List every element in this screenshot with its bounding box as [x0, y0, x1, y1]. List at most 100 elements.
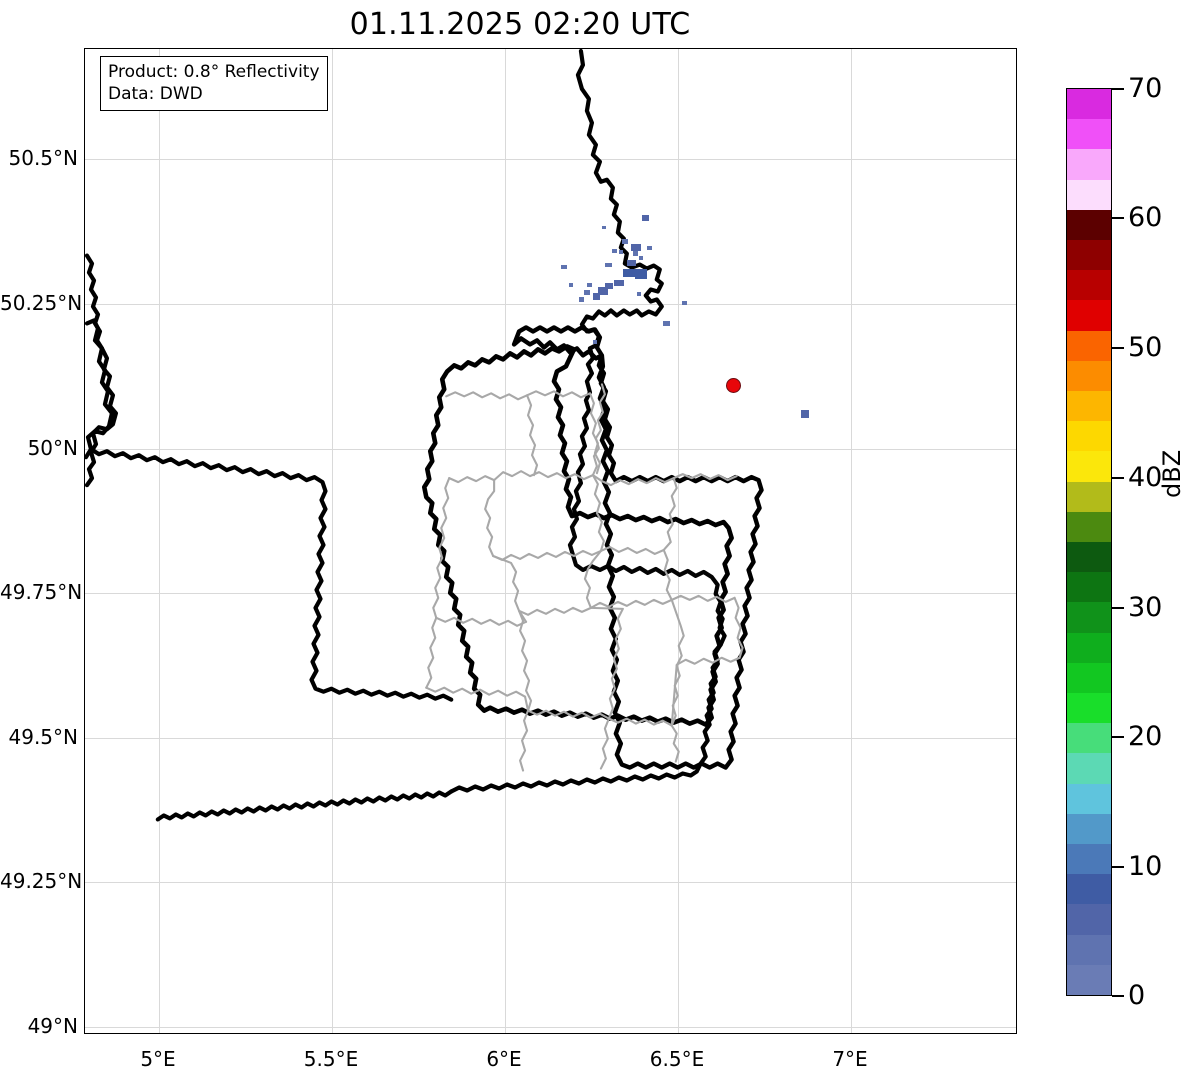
- colorbar-band-19: [1067, 662, 1111, 694]
- gridline-lat: [85, 1027, 1016, 1028]
- border-belgium-luxembourg: [85, 318, 454, 702]
- colorbar-label-60: 60: [1128, 202, 1163, 233]
- colorbar-band-24: [1067, 813, 1111, 845]
- axis-label-lon-6-5: 6.5°E: [649, 1047, 705, 1071]
- colorbar-band-9: [1067, 360, 1111, 392]
- radar-echo-cell: [631, 244, 641, 251]
- axis-label-lon-5: 5°E: [140, 1047, 176, 1071]
- colorbar-band-12: [1067, 451, 1111, 482]
- colorbar-band-22: [1067, 753, 1111, 784]
- colorbar-band-14: [1067, 511, 1111, 543]
- colorbar-tickmark-70: [1112, 88, 1124, 90]
- gridline-lat: [85, 882, 1016, 883]
- gridline-lon: [159, 49, 160, 1033]
- annotation-product: Product: 0.8° Reflectivity: [108, 62, 320, 82]
- colorbar-band-20: [1067, 693, 1111, 724]
- radar-echo-cell: [637, 292, 641, 296]
- axis-label-lat-49-75: 49.75°N: [0, 580, 83, 604]
- luxembourg-boundary: [511, 325, 764, 770]
- axis-label-lat-50-5: 50.5°N: [8, 146, 79, 170]
- radar-echo-cell: [633, 251, 638, 256]
- gridline-lon: [332, 49, 333, 1033]
- radar-echo-cell: [612, 249, 617, 253]
- radar-echo-cell: [605, 283, 613, 289]
- radar-map-plot[interactable]: [84, 48, 1017, 1034]
- radar-echo-cell: [561, 265, 567, 269]
- colorbar-band-4: [1067, 209, 1111, 241]
- radar-echo-cell: [647, 246, 652, 250]
- page-title: 01.11.2025 02:20 UTC: [349, 7, 691, 42]
- radar-echo-cell: [639, 256, 643, 260]
- colorbar-band-7: [1067, 300, 1111, 331]
- colorbar-band-28: [1067, 934, 1111, 965]
- gridline-lat: [85, 593, 1016, 594]
- radar-echo-cell: [622, 239, 628, 244]
- radar-echo-cell: [579, 297, 584, 302]
- colorbar-tickmark-30: [1112, 607, 1124, 609]
- gridline-lat: [85, 159, 1016, 160]
- luxembourg-national-outline: [421, 344, 734, 727]
- luxembourg-canton-borders: [425, 383, 744, 772]
- radar-echo-cell: [801, 410, 809, 418]
- gridline-lat: [85, 449, 1016, 450]
- radar-echo-cell: [623, 269, 635, 277]
- gridline-lat: [85, 738, 1016, 739]
- colorbar-tickmark-10: [1112, 866, 1124, 868]
- colorbar-band-27: [1067, 904, 1111, 935]
- gridline-lon: [678, 49, 679, 1033]
- radar-echo-cell: [635, 269, 647, 279]
- colorbar-band-21: [1067, 723, 1111, 754]
- map-canvas: [85, 49, 1016, 1033]
- colorbar-label-40: 40: [1128, 462, 1163, 493]
- radar-echo-cell: [584, 290, 590, 295]
- colorbar-band-0: [1067, 89, 1111, 120]
- radar-echo-cell: [593, 340, 597, 344]
- colorbar-band-26: [1067, 874, 1111, 905]
- radar-echo-cell: [587, 283, 592, 287]
- colorbar-title: dBZ: [1158, 449, 1186, 498]
- radar-echo-cell: [602, 226, 606, 229]
- axis-label-lat-49-25: 49.25°N: [0, 869, 83, 893]
- axis-label-lat-49-5: 49.5°N: [8, 725, 79, 749]
- colorbar-tickmark-50: [1112, 347, 1124, 349]
- colorbar-band-5: [1067, 240, 1111, 271]
- border-national-southeast: [155, 789, 454, 822]
- colorbar-band-18: [1067, 632, 1111, 663]
- radar-echo-cell: [593, 293, 600, 300]
- colorbar-tickmark-20: [1112, 736, 1124, 738]
- radar-echo-layer: [85, 49, 1016, 1033]
- gridline-lat: [85, 304, 1016, 305]
- colorbar-tickmark-60: [1112, 217, 1124, 219]
- radar-echo-cell: [619, 250, 623, 254]
- radar-echo-cell: [642, 215, 649, 221]
- gridline-lon: [505, 49, 506, 1033]
- colorbar-band-13: [1067, 481, 1111, 512]
- colorbar-label-50: 50: [1128, 332, 1163, 363]
- radar-echo-cell: [605, 263, 612, 267]
- colorbar-label-10: 10: [1128, 851, 1163, 882]
- colorbar-label-70: 70: [1128, 73, 1163, 104]
- colorbar-label-30: 30: [1128, 592, 1163, 623]
- colorbar-band-11: [1067, 421, 1111, 452]
- colorbar-band-15: [1067, 542, 1111, 573]
- radar-echo-cell: [663, 321, 670, 326]
- axis-label-lat-49: 49°N: [27, 1014, 78, 1038]
- radar-site-marker[interactable]: [726, 378, 741, 393]
- axis-label-lat-50: 50°N: [27, 436, 78, 460]
- radar-echo-cell: [598, 287, 608, 295]
- gridline-lon: [851, 49, 852, 1033]
- colorbar-band-25: [1067, 844, 1111, 875]
- colorbar-band-2: [1067, 149, 1111, 180]
- radar-echo-cell: [569, 283, 573, 287]
- annotation-box: Product: 0.8° Reflectivity Data: DWD: [100, 56, 328, 111]
- colorbar[interactable]: [1066, 88, 1112, 996]
- colorbar-band-16: [1067, 572, 1111, 603]
- axis-label-lat-50-25: 50.25°N: [0, 291, 83, 315]
- axis-label-lon-5-5: 5.5°E: [303, 1047, 359, 1071]
- radar-echo-cell: [627, 260, 636, 266]
- colorbar-band-23: [1067, 783, 1111, 814]
- radar-echo-cell: [682, 301, 687, 305]
- colorbar-gradient: [1066, 88, 1112, 996]
- colorbar-tickmark-0: [1112, 995, 1124, 997]
- colorbar-band-3: [1067, 179, 1111, 210]
